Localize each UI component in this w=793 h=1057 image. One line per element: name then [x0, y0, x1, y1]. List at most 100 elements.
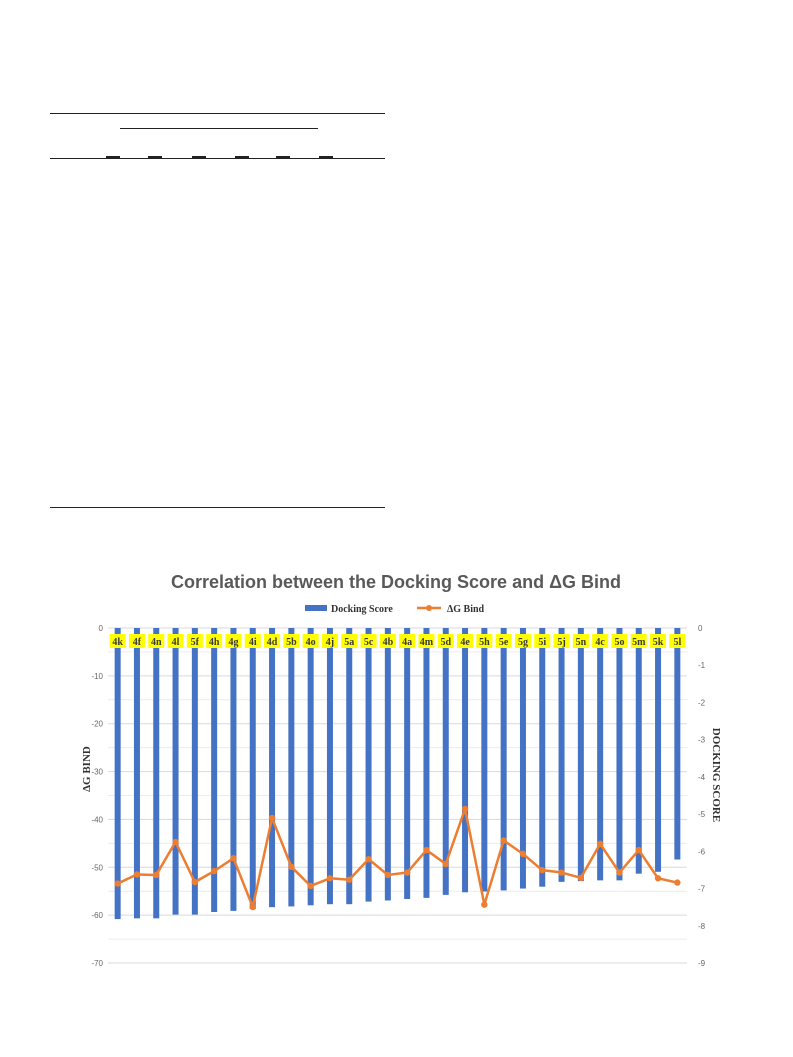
category-label-highlight: [225, 634, 242, 648]
right-axis-tick-label: -8: [698, 922, 706, 931]
table-stub: [319, 156, 333, 158]
bar: [655, 628, 662, 872]
left-axis-tick-label: -50: [91, 863, 103, 872]
category-label: 5a: [344, 637, 354, 648]
left-axis-tick-label: -60: [91, 911, 103, 920]
bar: [442, 628, 449, 895]
bar: [423, 628, 430, 898]
category-label: 4m: [420, 637, 434, 648]
bar: [307, 628, 314, 906]
table-stub: [192, 156, 206, 158]
bar: [153, 628, 160, 919]
category-label-highlight: [476, 634, 493, 648]
bar: [288, 628, 295, 907]
category-label-highlight: [264, 634, 281, 648]
category-label-highlight: [360, 634, 377, 648]
category-label-highlight: [399, 634, 416, 648]
category-label-highlight: [244, 634, 261, 648]
category-label-highlight: [341, 634, 358, 648]
right-axis-tick-label: -1: [698, 661, 706, 670]
dg-bind-point: [230, 854, 237, 862]
category-label: 4e: [460, 637, 470, 648]
bar: [384, 628, 391, 901]
bar: [577, 628, 584, 882]
category-label-highlight: [418, 634, 435, 648]
category-label-highlight: [514, 634, 531, 648]
chart: Correlation between the Docking Score an…: [81, 572, 722, 968]
bar: [519, 628, 526, 889]
category-label-highlight: [167, 634, 184, 648]
category-label: 5e: [499, 637, 509, 648]
dg-bind-point: [558, 869, 565, 876]
bar: [635, 628, 642, 874]
dg-bind-point: [210, 867, 218, 875]
dg-bind-point: [577, 874, 585, 882]
legend-swatch-docking-score: [305, 605, 327, 611]
left-axis-tick-label: -20: [91, 720, 103, 729]
legend-label-dg-bind: ΔG Bind: [447, 604, 485, 615]
dg-bind-line: [117, 807, 678, 909]
category-label-highlight: [553, 634, 570, 648]
category-label: 4g: [228, 637, 238, 648]
dg-bind-point: [519, 850, 527, 858]
right-axis-label: DOCKING SCORE: [710, 728, 722, 822]
dg-bind-point: [461, 805, 469, 813]
category-label-highlight: [534, 634, 551, 648]
table-stub: [235, 156, 249, 158]
bar: [211, 628, 218, 913]
category-label-highlight: [650, 634, 667, 648]
category-label-highlight: [128, 634, 145, 648]
right-axis-ticks: 0 -1 -2 -3 -4 -5 -6 -7 -8 -9: [698, 624, 706, 968]
category-label: 5g: [518, 637, 528, 648]
left-axis-tick-label: -70: [91, 959, 103, 968]
dg-bind-point: [423, 846, 430, 854]
bar: [404, 628, 411, 899]
category-label: 5i: [538, 637, 546, 648]
dg-bind-point: [172, 838, 179, 846]
category-label-highlight: [630, 634, 647, 648]
bar: [616, 628, 623, 881]
dg-bind-point: [442, 860, 449, 868]
bar: [597, 628, 604, 881]
chart-grid: [108, 627, 687, 964]
bar: [230, 628, 237, 911]
bar: [481, 628, 488, 892]
category-labels: 4k 4f 4n 4l 5f 4h 4g 4i 4d 5b 4o 4j 5a 5c 4b 4a 4m 5d 4e 5h…: [109, 634, 686, 648]
dg-bind-point: [153, 871, 160, 879]
category-label: 4d: [267, 637, 278, 648]
table-header-rule: [50, 158, 385, 159]
line-series: [114, 805, 681, 911]
category-label: 4a: [402, 637, 412, 648]
category-label-highlight: [592, 634, 609, 648]
category-label-highlight: [669, 634, 686, 648]
category-label: 5m: [632, 637, 646, 648]
left-axis-tick-label: -40: [91, 815, 103, 824]
table-sub-rule: [120, 128, 318, 129]
right-axis-tick-label: -7: [698, 885, 706, 894]
dg-bind-point: [346, 876, 353, 883]
category-label-highlight: [495, 634, 512, 648]
bar: [133, 628, 140, 919]
right-axis-tick-label: -6: [698, 847, 706, 856]
category-label: 4j: [326, 637, 334, 648]
category-label: 4h: [209, 637, 220, 648]
category-label: 5k: [653, 637, 664, 648]
category-label-highlight: [148, 634, 165, 648]
bar: [326, 628, 333, 905]
dg-bind-point: [114, 880, 121, 887]
category-label-highlight: [437, 634, 454, 648]
left-axis-tick-label: -10: [91, 672, 103, 681]
right-axis-tick-label: -9: [698, 959, 706, 968]
category-label: 5d: [440, 637, 451, 648]
dg-bind-point: [268, 814, 276, 822]
category-label: 5o: [614, 637, 624, 648]
dg-bind-point: [481, 901, 488, 908]
category-label-highlight: [206, 634, 223, 648]
category-label: 4f: [133, 637, 142, 648]
dg-bind-point: [288, 863, 295, 871]
bar: [674, 628, 681, 860]
left-axis-tick-label: 0: [99, 624, 104, 633]
legend-label-docking-score: Docking Score: [331, 604, 393, 615]
table-stub: [276, 156, 290, 158]
category-label: 5b: [286, 637, 297, 648]
